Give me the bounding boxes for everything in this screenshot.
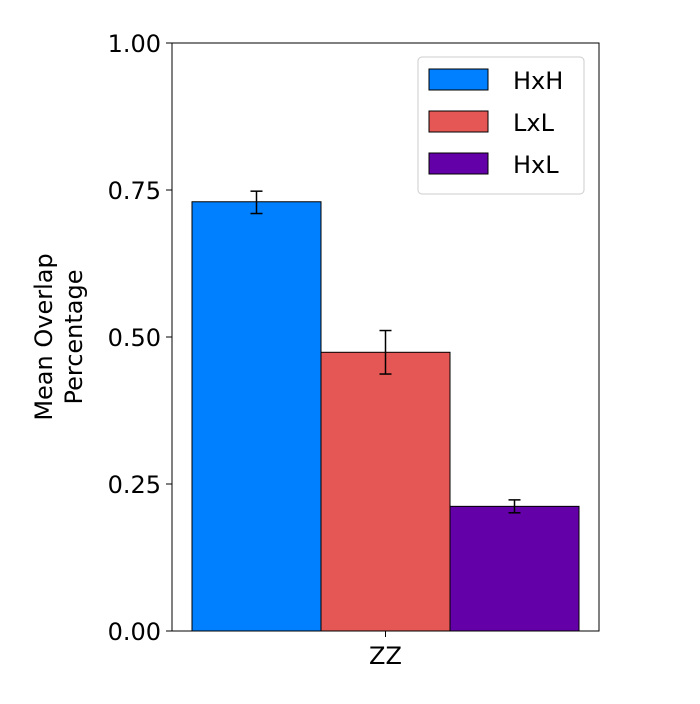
legend-label-lxl: LxL [513, 109, 555, 137]
x-axis: ZZ [369, 631, 402, 670]
y-axis-title-line-1: Mean Overlap [30, 253, 58, 420]
legend-swatch-hxl [428, 152, 489, 175]
legend-swatch-lxl [428, 110, 489, 133]
bars-layer [191, 201, 580, 632]
y-tick-label: 0.25 [108, 471, 161, 499]
y-tick-label: 0.50 [108, 324, 161, 352]
bar-lxl [320, 351, 451, 632]
y-axis: 0.00 0.25 0.50 0.75 1.00 [108, 30, 172, 646]
legend: HxH LxL HxL [417, 56, 585, 195]
legend-swatch-hxh [428, 68, 489, 91]
legend-label-hxl: HxL [513, 151, 559, 179]
bar-hxl [449, 505, 580, 632]
y-tick-label: 1.00 [108, 30, 161, 58]
bar-hxh [191, 201, 322, 632]
x-category-label: ZZ [369, 642, 402, 670]
y-tick-label: 0.00 [108, 618, 161, 646]
error-bars-layer [250, 190, 521, 514]
y-axis-title-line-2: Percentage [60, 269, 88, 404]
y-tick-label: 0.75 [108, 177, 161, 205]
legend-label-hxh: HxH [513, 67, 563, 95]
